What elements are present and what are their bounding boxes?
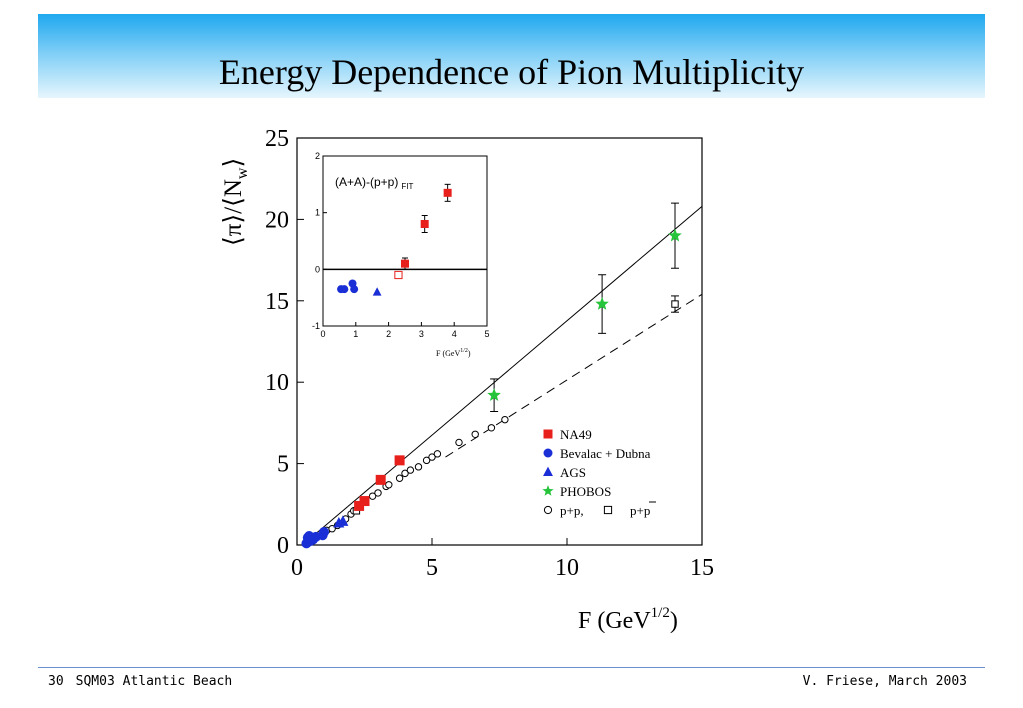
inset-x-tick-label: 2 <box>386 329 391 339</box>
data-point <box>374 489 382 497</box>
inset-data-point <box>401 259 409 268</box>
y-tick-label: 5 <box>277 452 289 478</box>
data-point <box>359 496 370 507</box>
legend-label: p+p, <box>560 503 584 518</box>
data-point <box>337 515 349 526</box>
y-tick-label: 0 <box>277 533 289 559</box>
footer-divider <box>38 667 985 668</box>
data-point <box>394 455 405 466</box>
x-tick-label: 5 <box>426 555 438 581</box>
inset-data-point <box>372 287 382 296</box>
data-point <box>406 466 415 474</box>
data-point <box>304 531 315 542</box>
data-point <box>354 500 365 511</box>
data-point <box>401 469 409 478</box>
data-point <box>385 481 393 489</box>
legend-label: Bevalac + Dubna <box>560 446 651 461</box>
inset-y-tick-label: 1 <box>315 208 320 218</box>
inset-x-tick-label: 4 <box>452 329 457 339</box>
legend-label: PHOBOS <box>560 484 611 499</box>
legend-marker <box>542 485 554 496</box>
legend-label: AGS <box>560 465 586 480</box>
data-point <box>501 415 509 424</box>
main-plot-frame <box>296 137 703 546</box>
legend-marker <box>543 505 553 515</box>
inset-data-point <box>420 220 429 228</box>
inset-y-tick-label: -1 <box>312 321 320 331</box>
legend-marker <box>543 466 553 477</box>
footer-author: V. Friese, March 2003 <box>802 674 967 689</box>
inset-y-tick-label: 2 <box>315 151 320 161</box>
inset-data-point <box>394 270 403 280</box>
inset-data-point <box>350 285 359 294</box>
x-axis-label: F (GeV1/2) <box>578 605 678 634</box>
inset-data-point <box>340 285 349 294</box>
data-point <box>487 388 501 401</box>
y-tick-label: 15 <box>265 289 289 315</box>
legend-label: p+p <box>630 503 650 518</box>
x-tick-label: 0 <box>291 555 303 581</box>
data-point <box>433 450 442 458</box>
inset-x-tick-label: 0 <box>320 329 325 339</box>
inset-x-axis-label: F (GeV1/2) <box>436 348 471 358</box>
y-axis-label: ⟨π⟩/⟨Nw⟩ <box>220 158 251 246</box>
data-point <box>422 456 431 465</box>
inset-x-tick-label: 1 <box>353 329 358 339</box>
inset-data-point <box>443 188 452 197</box>
inset-x-tick-label: 5 <box>484 329 489 339</box>
data-point <box>671 300 679 308</box>
inset-x-tick-label: 3 <box>419 329 424 339</box>
slide-number: 30 <box>48 674 64 689</box>
data-point <box>414 463 423 471</box>
title-bar: Energy Dependence of Pion Multiplicity <box>38 14 985 98</box>
fit-line-pp <box>445 293 703 458</box>
legend-marker <box>543 448 553 458</box>
data-point <box>668 228 682 242</box>
data-point <box>471 430 479 438</box>
legend-label: NA49 <box>560 427 592 442</box>
footer-left: 30 SQM03 Atlantic Beach <box>48 674 244 689</box>
legend-marker <box>603 505 613 515</box>
page-title: Energy Dependence of Pion Multiplicity <box>218 52 805 92</box>
fit-line-aa <box>302 205 703 546</box>
data-point <box>375 474 386 485</box>
inset-plot-frame <box>322 155 488 327</box>
data-point <box>395 474 404 482</box>
data-point <box>595 296 609 310</box>
data-point <box>319 526 329 537</box>
data-point <box>428 453 436 461</box>
legend-marker <box>543 429 553 439</box>
footer-event: SQM03 Atlantic Beach <box>75 674 233 689</box>
inset-title: (A+A)-(p+p) FIT <box>335 175 413 191</box>
y-tick-label: 25 <box>265 126 289 152</box>
data-point <box>487 424 496 432</box>
y-tick-label: 20 <box>265 207 289 233</box>
inset-y-tick-label: 0 <box>315 264 320 274</box>
x-tick-label: 15 <box>690 555 714 581</box>
data-point <box>455 438 463 447</box>
y-tick-label: 10 <box>265 370 289 396</box>
x-tick-label: 10 <box>555 555 579 581</box>
